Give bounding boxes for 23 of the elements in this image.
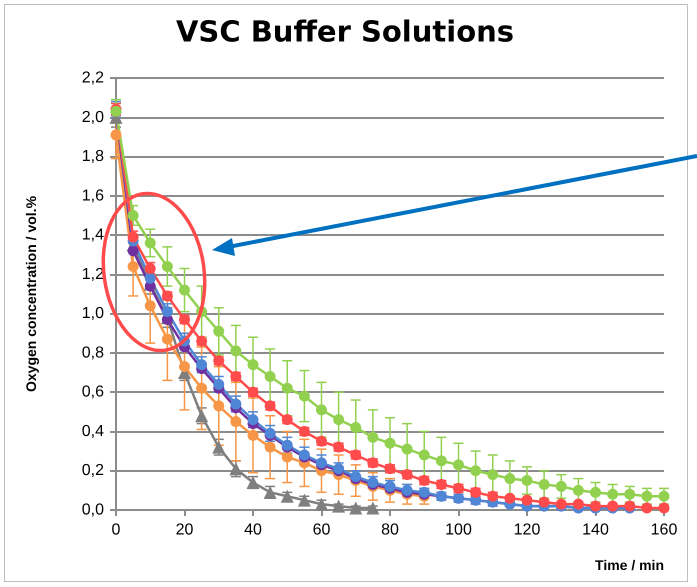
y-tick-label: 2,2 — [82, 70, 104, 86]
x-tick-label: 0 — [112, 522, 121, 538]
x-tick-label: 160 — [650, 522, 678, 538]
x-tick-label: 80 — [381, 522, 399, 538]
y-tick-label: 0,6 — [82, 384, 104, 401]
y-tick-label: 0,4 — [82, 422, 104, 440]
x-tick-label: 100 — [445, 522, 472, 538]
x-tick-label: 20 — [176, 522, 194, 538]
x-tick-label: 120 — [514, 522, 540, 538]
chart-title: VSC Buffer Solutions — [176, 14, 514, 48]
y-tick-label: 0,2 — [82, 462, 104, 480]
y-axis-title: Oxygen concentration / vol.% — [23, 195, 39, 392]
y-tick-label: 0,8 — [82, 344, 104, 362]
x-tick-label: 140 — [582, 522, 609, 538]
x-tick-label: 40 — [244, 522, 262, 538]
y-tick-label: 1,8 — [82, 148, 104, 166]
x-tick-label: 60 — [312, 522, 330, 538]
y-tick-label: 0,0 — [82, 502, 104, 518]
y-tick-label: 1,4 — [82, 226, 104, 244]
x-axis-title: Time / min — [595, 557, 664, 573]
y-tick-label: 2,0 — [82, 108, 104, 126]
y-tick-label: 1,0 — [82, 305, 104, 322]
y-tick-label: 1,6 — [82, 187, 104, 204]
